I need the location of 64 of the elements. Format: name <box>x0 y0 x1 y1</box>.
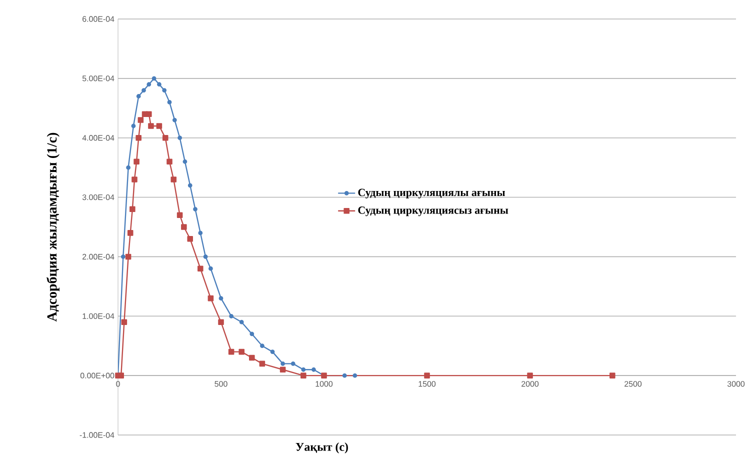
point <box>182 159 188 164</box>
point <box>152 76 156 81</box>
point <box>118 372 124 378</box>
point <box>270 350 275 354</box>
point <box>260 344 264 348</box>
point <box>424 372 430 378</box>
point <box>250 332 254 336</box>
y-axis-title: Адсорбция жылдамдығы (1/с) <box>46 132 60 322</box>
point <box>280 366 286 373</box>
point <box>280 361 285 366</box>
point <box>146 82 152 87</box>
point <box>193 206 198 212</box>
point <box>218 296 224 301</box>
point <box>132 176 138 182</box>
point <box>218 319 224 325</box>
point <box>120 254 126 259</box>
point <box>198 266 204 272</box>
point <box>127 230 134 236</box>
point <box>238 348 244 355</box>
point <box>259 360 266 367</box>
point <box>148 123 154 129</box>
point <box>342 373 347 378</box>
point <box>156 123 162 129</box>
point <box>203 254 208 259</box>
point <box>130 206 136 212</box>
point <box>125 254 132 260</box>
point <box>142 88 146 93</box>
point <box>136 94 141 98</box>
point <box>157 82 162 87</box>
point <box>527 372 533 378</box>
point <box>228 348 234 355</box>
point <box>187 236 193 242</box>
point <box>170 176 177 182</box>
point <box>172 118 177 122</box>
point <box>121 319 128 325</box>
point <box>239 320 244 324</box>
point <box>167 100 172 104</box>
point <box>198 230 203 236</box>
point <box>134 158 140 165</box>
point <box>136 134 142 141</box>
point <box>138 117 144 123</box>
point <box>131 124 136 128</box>
point <box>162 88 167 93</box>
point <box>178 136 182 140</box>
point <box>301 367 306 372</box>
point <box>176 212 183 218</box>
point <box>229 314 234 318</box>
point <box>610 372 616 378</box>
x-axis-title: Уақыт (с) <box>296 442 348 454</box>
point <box>352 373 358 378</box>
point <box>126 165 130 170</box>
point <box>162 134 168 141</box>
legend-label: Судың циркуляциялы ағыны <box>358 188 506 198</box>
point <box>249 354 255 361</box>
point <box>166 158 172 165</box>
point <box>188 183 192 188</box>
point <box>146 111 152 117</box>
point <box>208 266 213 271</box>
legend-label: Судың циркуляциясыз ағыны <box>358 206 508 216</box>
point <box>181 224 187 230</box>
point <box>290 361 296 366</box>
point <box>300 372 306 378</box>
point <box>312 367 316 372</box>
point <box>208 295 214 302</box>
